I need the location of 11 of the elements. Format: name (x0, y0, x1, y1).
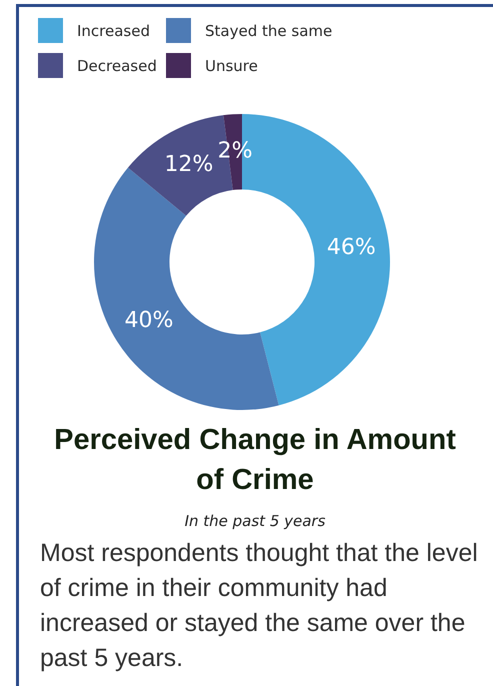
legend-label: Increased (77, 22, 150, 40)
legend-label: Decreased (77, 56, 157, 74)
data-label: 46% (326, 234, 376, 260)
legend-label: Stayed the same (205, 22, 332, 40)
text: Most respondents thought that the level of crime in their community had increased or stayed the same over the past 5 years. (40, 538, 479, 674)
text: In the past 5 years (184, 512, 326, 530)
data-label: 40% (124, 308, 174, 333)
data-label: 2% (218, 138, 253, 164)
legend-label: Unsure (205, 56, 258, 74)
text: Perceived Change in Amount of Crime (53, 423, 457, 498)
data-label: 12% (164, 152, 214, 178)
